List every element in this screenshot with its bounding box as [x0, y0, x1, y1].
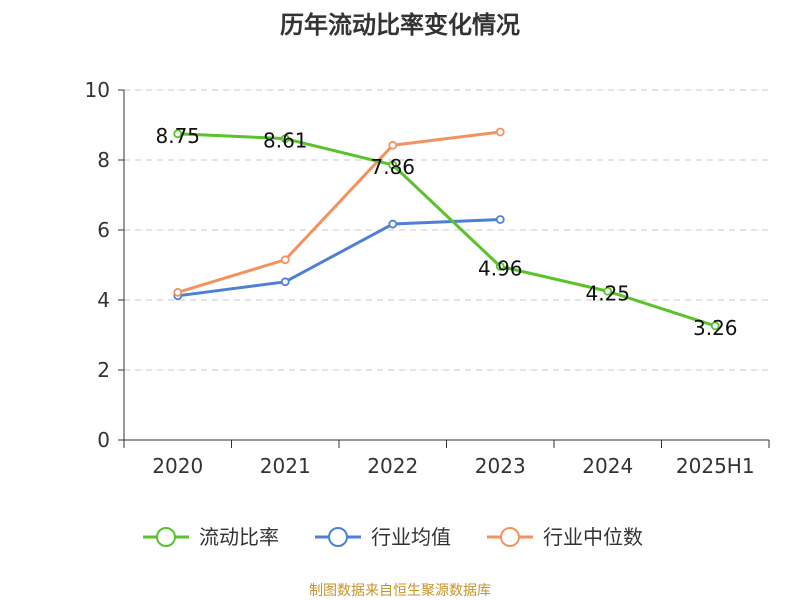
source-note: 制图数据来自恒生聚源数据库 [309, 583, 491, 599]
y-tick-label: 2 [97, 358, 110, 382]
series-point-0 [388, 160, 398, 170]
data-label: 3.26 [693, 316, 738, 340]
data-label: 8.61 [263, 129, 308, 153]
legend-item[interactable]: 行业中位数 [487, 525, 643, 549]
data-labels: 8.75 8.61 7.86 4.96 4.25 3.26 [155, 124, 737, 340]
series-point-1 [495, 215, 505, 224]
x-tick-label: 2020 [152, 454, 203, 478]
series-line-2 [176, 130, 502, 294]
series-point-2 [388, 140, 398, 150]
x-tick-label: 2022 [367, 454, 418, 478]
legend-item[interactable]: 行业均值 [315, 525, 451, 549]
x-tick-label: 2023 [475, 454, 526, 478]
legend-marker-icon [156, 527, 176, 547]
x-tick-label: 2021 [260, 454, 311, 478]
series-points [173, 127, 720, 331]
legend-item[interactable]: 流动比率 [143, 525, 279, 549]
legend-marker-icon [328, 527, 348, 547]
series-line-1 [176, 218, 502, 298]
series-point-0 [280, 134, 290, 144]
grid [124, 89, 769, 371]
x-tick-label: 2024 [582, 454, 633, 478]
data-label: 4.96 [478, 256, 523, 280]
chart-title: 历年流动比率变化情况 [280, 11, 520, 39]
axes: 0 2 4 6 8 10 2020 2021 2022 2023 2024 2025H1 [85, 78, 770, 478]
legend-label: 流动比率 [199, 525, 279, 549]
legend-label: 行业中位数 [543, 525, 643, 549]
series-lines [176, 130, 717, 328]
y-tick-label: 6 [97, 218, 110, 242]
legend-label: 行业均值 [371, 525, 451, 549]
series-line-0 [176, 132, 717, 328]
legend: 流动比率 行业均值 行业中位数 [143, 525, 643, 549]
y-tick-label: 4 [97, 288, 110, 312]
data-label: 7.86 [370, 155, 415, 179]
data-label: 4.25 [585, 281, 630, 305]
series-point-1 [280, 277, 290, 287]
series-point-0 [603, 286, 613, 296]
series-point-0 [710, 321, 720, 331]
y-tick-label: 10 [85, 78, 110, 102]
series-point-2 [280, 255, 290, 265]
y-tick-label: 8 [97, 148, 110, 172]
data-label: 8.75 [155, 124, 200, 148]
legend-marker-icon [500, 527, 520, 547]
x-tick-label: 2025H1 [676, 454, 755, 478]
y-tick-label: 0 [97, 428, 110, 452]
series-point-2 [495, 127, 505, 137]
series-point-2 [173, 287, 183, 297]
series-point-0 [173, 129, 183, 139]
series-point-0 [495, 261, 505, 271]
series-point-1 [388, 219, 398, 229]
